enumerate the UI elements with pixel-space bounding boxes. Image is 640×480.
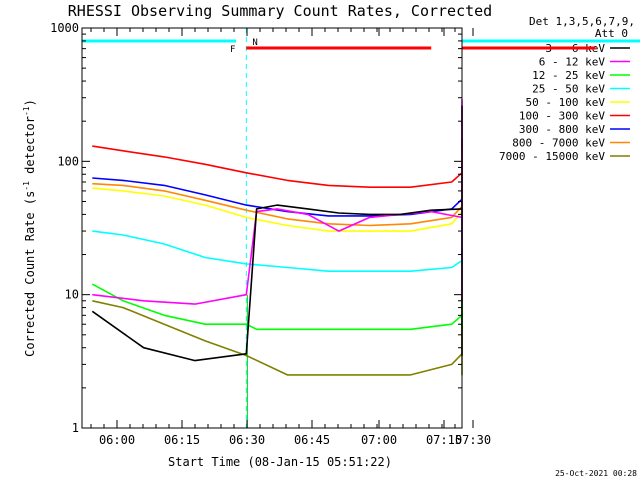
legend-label-100-300-kev: 100 - 300 keV <box>519 110 605 123</box>
x-tick-label: 06:00 <box>99 433 135 447</box>
x-tick-label: 07:00 <box>361 433 397 447</box>
y-tick-label: 1 <box>72 421 79 435</box>
legend: Det 1,3,5,6,7,9, Att 0 3 - 6 keV6 - 12 k… <box>499 15 635 163</box>
flag-label-f: F <box>230 45 235 55</box>
legend-label-12-25-kev: 12 - 25 keV <box>532 69 605 82</box>
legend-label-300-800-kev: 300 - 800 keV <box>519 123 605 136</box>
x-axis-label: Start Time (08-Jan-15 05:51:22) <box>168 455 392 469</box>
legend-label-50-100-kev: 50 - 100 keV <box>526 96 606 109</box>
footer-timestamp: 25-Oct-2021 00:28 <box>555 469 637 478</box>
legend-header-1: Det 1,3,5,6,7,9, <box>529 15 635 28</box>
axes: 1 10 100 1000 06:00 06:15 06:30 06:45 07:00 07:15… <box>50 21 491 447</box>
chart-title: RHESSI Observing Summary Count Rates, Co… <box>68 2 492 20</box>
legend-label-800-7000-kev: 800 - 7000 keV <box>512 137 605 150</box>
series-line-25-50-kev <box>92 195 463 273</box>
x-tick-label: 06:30 <box>229 433 265 447</box>
plot-frame <box>81 27 463 429</box>
x-tick-label: 06:45 <box>294 433 330 447</box>
y-axis-label: Corrected Count Rate (s-1 detector-1) <box>22 99 37 357</box>
x-tick-label: 07:30 <box>455 433 491 447</box>
legend-label-25-50-kev: 25 - 50 keV <box>532 83 605 96</box>
legend-label-7000-15000-kev: 7000 - 15000 keV <box>499 150 605 163</box>
y-tick-label: 1000 <box>50 21 79 35</box>
x-tick-label: 06:15 <box>164 433 200 447</box>
series-line-50-100-kev <box>92 150 463 232</box>
y-tick-label: 10 <box>65 288 79 302</box>
flag-label-n: N <box>252 38 257 48</box>
series-line-6-12-kev <box>92 98 463 305</box>
legend-label-6-12-kev: 6 - 12 keV <box>539 56 606 69</box>
y-tick-label: 100 <box>57 154 79 168</box>
x-tick-label: 07:15 <box>426 433 462 447</box>
series-line-800-7000-kev <box>92 172 463 227</box>
series-line-3-6-kev <box>91 105 463 362</box>
legend-header-2: Att 0 <box>595 27 628 40</box>
series-line-7000-15000-kev <box>92 299 463 376</box>
series-line-300-800-kev <box>92 166 463 219</box>
